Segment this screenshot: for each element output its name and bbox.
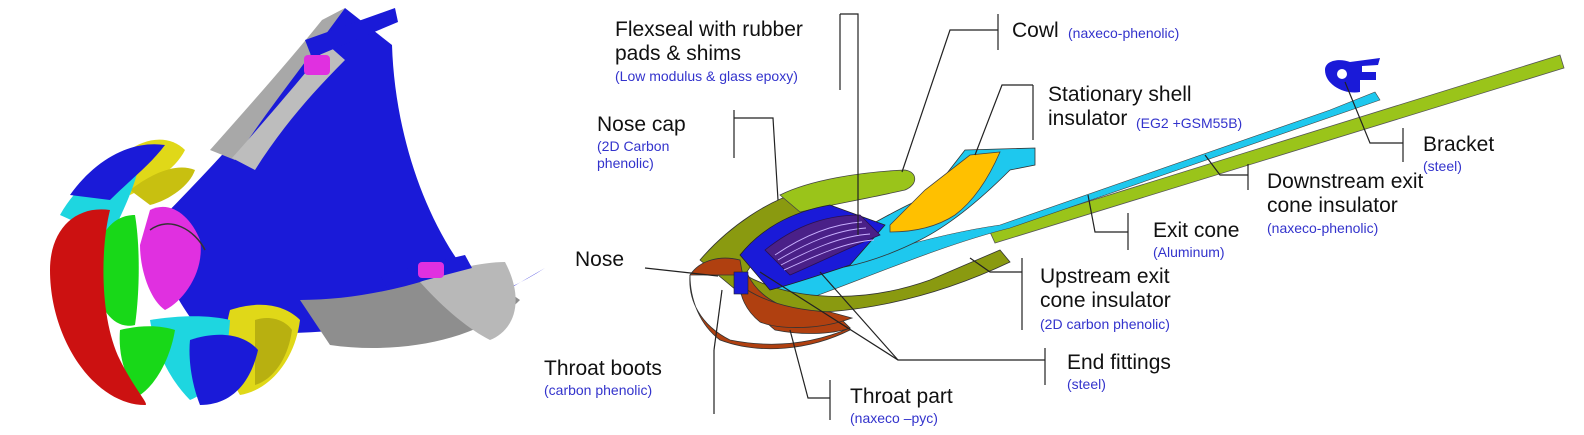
label-bracket-title: Bracket <box>1423 133 1495 156</box>
throat-ring-green-lower <box>119 326 175 395</box>
bracket-lower-3d <box>418 262 444 278</box>
throat-ring-green <box>95 215 139 326</box>
label-throat-part-title: Throat part <box>850 385 953 408</box>
label-nose-title: Nose <box>575 248 625 271</box>
label-throat-boots-material: (carbon phenolic) <box>544 382 653 398</box>
outer-segment-blue-upper <box>70 144 165 200</box>
throat-boot-shape <box>733 271 749 295</box>
label-nose-cap-title: Nose cap <box>597 113 686 136</box>
flexseal-shim-lines <box>774 221 875 271</box>
label-cowl-title: Cowl <box>1012 19 1059 42</box>
leader-lines <box>644 13 1404 420</box>
shell-lower-inner <box>420 262 516 340</box>
cowl-shape <box>779 169 916 213</box>
label-downstream-title: Downstream exit cone insulator <box>1267 170 1424 217</box>
label-throat-boots-title: Throat boots <box>544 357 662 380</box>
stationary-shell-shape <box>889 151 1001 233</box>
flange-upper <box>305 8 398 58</box>
throat-part-shape <box>739 284 854 328</box>
label-exit-cone-material: (Aluminum) <box>1153 244 1225 260</box>
outline-accent <box>149 223 206 251</box>
label-cowl-material: (naxeco-phenolic) <box>1068 25 1180 41</box>
label-stationary-shell-material: (EG2 +GSM55B) <box>1136 115 1243 131</box>
label-upstream-material: (2D carbon phenolic) <box>1040 316 1170 332</box>
flexseal-rings-lower-2 <box>255 318 292 385</box>
label-stationary-shell-title: Stationary shell insulator <box>1048 83 1192 130</box>
exit-cone-shape <box>989 54 1565 244</box>
shell-upper-inner <box>232 45 345 170</box>
bracket-hole <box>1337 69 1347 79</box>
bracket-upper-3d <box>304 55 330 75</box>
label-bracket-material: (steel) <box>1423 158 1462 174</box>
exit-cone-interior <box>150 8 545 334</box>
label-upstream-title: Upstream exit cone insulator <box>1040 265 1171 312</box>
nozzle-3d-cutaway <box>50 8 545 405</box>
bracket-shape <box>1325 58 1380 93</box>
label-flexseal-title: Flexseal with rubber pads & shims <box>615 18 803 65</box>
nozzle-section-diagram <box>644 13 1565 420</box>
label-end-fittings-title: End fittings <box>1067 351 1171 374</box>
throat-liner <box>140 206 201 310</box>
nose-ring-red <box>50 209 146 405</box>
label-throat-part-material: (naxeco –pyc) <box>850 410 938 426</box>
outer-segment-blue-lower <box>189 334 258 405</box>
label-end-fittings-material: (steel) <box>1067 376 1106 392</box>
label-exit-cone-title: Exit cone <box>1153 219 1240 242</box>
label-flexseal-material: (Low modulus & glass epoxy) <box>615 68 798 84</box>
label-nose-cap-material: (2D Carbon phenolic) <box>597 138 670 171</box>
flexseal-rings-upper-2 <box>130 167 195 205</box>
label-downstream-material: (naxeco-phenolic) <box>1267 220 1379 236</box>
